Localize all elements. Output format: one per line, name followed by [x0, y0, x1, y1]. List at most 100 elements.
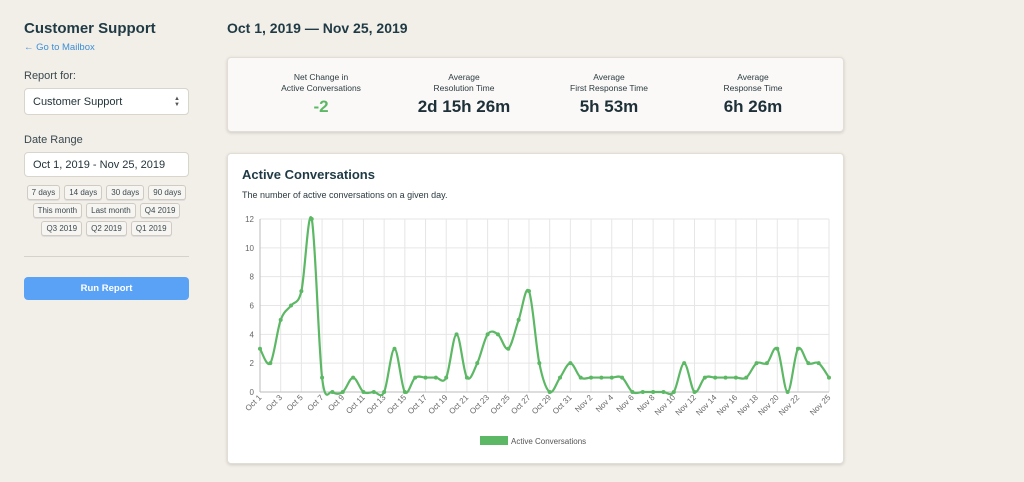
- x-tick-label: Nov 18: [736, 393, 761, 418]
- data-point: [806, 361, 811, 366]
- data-point: [609, 375, 614, 380]
- x-tick-label: Nov 10: [653, 393, 678, 418]
- preset-this-month[interactable]: This month: [32, 203, 83, 218]
- stat-net-change: Net Change in Active Conversations -2: [246, 72, 396, 117]
- active-conversations-card: Active Conversations The number of activ…: [227, 153, 844, 464]
- data-point: [330, 390, 335, 394]
- date-range-input[interactable]: Oct 1, 2019 - Nov 25, 2019: [24, 152, 189, 177]
- data-point: [526, 289, 531, 294]
- app-title: Customer Support: [24, 20, 156, 37]
- preset-q3-2019[interactable]: Q3 2019: [41, 221, 83, 236]
- stat-value: -2: [313, 97, 329, 116]
- x-tick-label: Oct 11: [344, 393, 367, 416]
- stat-label: First Response Time: [570, 83, 648, 93]
- preset-90-days[interactable]: 90 days: [148, 185, 187, 200]
- data-point: [785, 390, 790, 394]
- stat-label: Average: [593, 72, 625, 82]
- legend-label: Active Conversations: [511, 437, 586, 446]
- preset-q4-2019[interactable]: Q4 2019: [139, 203, 181, 218]
- y-tick-label: 4: [250, 330, 255, 339]
- preset-last-month[interactable]: Last month: [86, 203, 136, 218]
- preset-14-days[interactable]: 14 days: [64, 185, 103, 200]
- sidebar-divider: [24, 256, 189, 257]
- data-point: [299, 289, 304, 294]
- data-point: [754, 361, 759, 366]
- stat-value: 6h 26m: [723, 97, 783, 116]
- stat-value: 2d 15h 26m: [417, 97, 511, 116]
- data-point: [764, 361, 769, 366]
- date-range-label: Date Range: [24, 134, 83, 146]
- x-tick-label: Nov 6: [615, 393, 637, 415]
- y-tick-label: 8: [250, 273, 255, 282]
- y-tick-label: 0: [250, 388, 255, 397]
- x-tick-label: Oct 7: [306, 393, 326, 413]
- data-point: [723, 375, 728, 380]
- data-point: [382, 390, 387, 394]
- x-tick-label: Nov 14: [694, 393, 719, 418]
- data-point: [640, 390, 645, 394]
- x-tick-label: Oct 29: [530, 393, 553, 416]
- data-point: [661, 390, 666, 394]
- data-point: [320, 375, 325, 380]
- data-point: [599, 375, 604, 380]
- data-point: [495, 332, 500, 337]
- x-tick-label: Nov 25: [808, 393, 833, 418]
- data-point: [816, 361, 821, 366]
- x-tick-label: Oct 15: [385, 393, 408, 416]
- report-for-select[interactable]: Customer Support ▲ ▼: [24, 88, 189, 115]
- data-point: [392, 346, 397, 351]
- stat-label: Active Conversations: [281, 83, 361, 93]
- stat-value: 5h 53m: [579, 97, 639, 116]
- data-point: [371, 390, 376, 394]
- data-point: [413, 375, 418, 380]
- x-tick-label: Oct 1: [244, 393, 264, 413]
- data-point: [795, 346, 800, 351]
- stat-avg-response-time: Average Response Time 6h 26m: [678, 72, 828, 117]
- data-point: [361, 390, 366, 394]
- data-point: [827, 375, 831, 380]
- report-for-value: Customer Support: [33, 95, 123, 108]
- preset-30-days[interactable]: 30 days: [106, 185, 145, 200]
- data-point: [547, 390, 552, 394]
- data-point: [682, 361, 687, 366]
- data-point: [351, 375, 356, 380]
- x-tick-label: Oct 21: [447, 393, 470, 416]
- x-tick-label: Oct 27: [509, 393, 532, 416]
- x-tick-label: Oct 5: [285, 393, 305, 413]
- y-tick-label: 12: [245, 215, 254, 224]
- data-point: [516, 317, 521, 322]
- x-tick-label: Nov 4: [594, 393, 616, 415]
- stat-label: Net Change in: [293, 72, 349, 82]
- stat-avg-first-response-time: Average First Response Time 5h 53m: [534, 72, 684, 117]
- data-point: [744, 375, 749, 380]
- x-tick-label: Nov 16: [715, 393, 740, 418]
- data-point: [620, 375, 625, 380]
- date-range-value: Oct 1, 2019 - Nov 25, 2019: [33, 158, 166, 171]
- data-point: [423, 375, 428, 380]
- data-point: [568, 361, 573, 366]
- legend-swatch: [480, 436, 508, 445]
- data-point: [289, 303, 294, 308]
- run-report-button[interactable]: Run Report: [24, 277, 189, 300]
- x-tick-label: Oct 25: [489, 393, 512, 416]
- go-to-mailbox-link[interactable]: ← Go to Mailbox: [24, 42, 95, 53]
- x-tick-label: Nov 2: [573, 393, 595, 415]
- select-arrows-icon: ▲ ▼: [174, 95, 180, 108]
- x-tick-label: Oct 13: [365, 393, 388, 416]
- y-tick-label: 6: [250, 302, 255, 311]
- data-point: [309, 217, 314, 221]
- chart-title: Active Conversations: [242, 167, 375, 182]
- data-point: [578, 375, 583, 380]
- stat-label: Response Time: [723, 83, 783, 93]
- preset-7-days[interactable]: 7 days: [26, 185, 61, 200]
- x-tick-label: Nov 20: [756, 393, 781, 418]
- data-point: [671, 390, 676, 394]
- data-point: [454, 332, 459, 337]
- x-tick-label: Oct 31: [551, 393, 574, 416]
- date-presets: 7 days 14 days 30 days 90 days This mont…: [24, 185, 189, 236]
- data-point: [340, 390, 345, 394]
- preset-q1-2019[interactable]: Q1 2019: [130, 221, 172, 236]
- series-line: [259, 216, 830, 397]
- preset-q2-2019[interactable]: Q2 2019: [86, 221, 127, 236]
- report-range-title: Oct 1, 2019 — Nov 25, 2019: [227, 20, 408, 36]
